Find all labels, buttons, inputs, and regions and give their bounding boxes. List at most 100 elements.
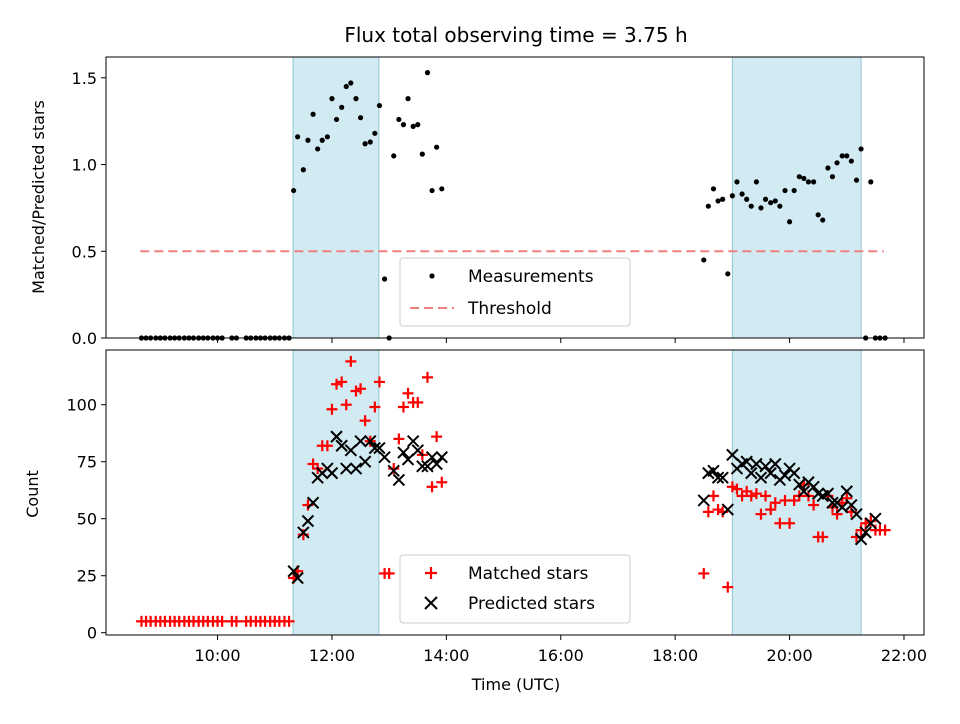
measurement-point: [333, 116, 340, 123]
matched-star-point: [421, 371, 433, 383]
top-y-tick-label: 0.0: [72, 329, 97, 348]
measurement-point: [405, 96, 411, 102]
measurement-point: [815, 212, 821, 218]
bottom-y-tick-label: 25: [77, 567, 97, 586]
legend-matched-marker: [425, 567, 437, 579]
measurement-point: [362, 141, 368, 147]
measurement-point: [329, 96, 335, 102]
matched-star-point: [698, 567, 710, 579]
predicted-star-point: [340, 462, 353, 475]
matched-star-point: [431, 431, 443, 443]
predicted-star-point: [392, 473, 406, 487]
measurement-point: [848, 158, 854, 164]
predicted-star-point: [769, 457, 782, 471]
matched-star-point: [817, 531, 829, 543]
measurement-point: [786, 219, 793, 225]
matched-star-point: [326, 403, 338, 415]
predicted-star-point: [740, 455, 753, 468]
predicted-star-point: [435, 450, 448, 464]
bottom-legend-box: [399, 554, 631, 624]
legend-threshold-label: Threshold: [467, 299, 552, 319]
measurement-point: [400, 122, 407, 128]
matched-star-point: [283, 615, 295, 627]
predicted-star-point: [411, 444, 424, 457]
predicted-star-point: [745, 466, 758, 480]
predicted-star-point: [835, 501, 849, 514]
predicted-star-point: [754, 471, 768, 484]
measurement-point: [376, 102, 383, 109]
x-tick-label: 14:00: [423, 646, 469, 665]
matched-star-point: [426, 481, 438, 493]
measurement-point: [300, 167, 306, 173]
measurement-point: [319, 137, 325, 143]
matched-star-point: [808, 499, 820, 511]
measurement-point: [339, 104, 345, 110]
bottom-y-tick-label: 0: [87, 624, 97, 643]
predicted-star-point: [750, 457, 763, 471]
x-tick-label: 20:00: [767, 646, 813, 665]
predicted-star-point: [425, 450, 439, 464]
matched-star-point: [860, 517, 872, 529]
measurement-point: [295, 134, 301, 140]
predicted-star-point: [797, 485, 811, 498]
measurement-point: [758, 205, 764, 211]
matched-star-point: [345, 355, 357, 367]
measurement-point: [858, 146, 864, 152]
predicted-star-point: [401, 453, 415, 466]
measurement-point: [410, 123, 416, 129]
predicted-star-point: [330, 430, 343, 443]
measurement-point: [434, 144, 440, 150]
bottom-shaded-intervals: [292, 349, 862, 636]
shaded-interval: [731, 56, 862, 339]
measurement-point: [324, 134, 330, 140]
matched-star-point: [397, 401, 409, 413]
matched-star-point: [784, 517, 796, 529]
measurement-point: [791, 187, 797, 194]
predicted-star-point: [845, 498, 858, 512]
x-tick-label: 10:00: [194, 646, 240, 665]
predicted-star-point: [358, 455, 372, 468]
matched-star-point: [383, 567, 395, 579]
predicted-star-point: [349, 462, 363, 475]
measurement-point: [772, 198, 778, 204]
x-tick-label: 12:00: [309, 646, 355, 665]
measurement-point: [839, 153, 845, 159]
top-axis-ticks: 0.0 0.5 1.0 1.5: [72, 69, 905, 348]
matched-star-point: [745, 490, 757, 502]
predicted-star-point: [287, 564, 300, 578]
predicted-star-point: [840, 485, 853, 498]
measurement-point: [367, 139, 373, 145]
top-y-tick-label: 0.5: [72, 242, 97, 261]
matched-star-point: [216, 615, 228, 627]
bottom-y-tick-label: 100: [66, 396, 97, 415]
chart-title: Flux total observing time = 3.75 h: [344, 23, 687, 47]
predicted-star-point: [378, 450, 391, 464]
bottom-axis-ticks: 10:00 12:00 14:00 16:00 18:00 20:00 22:00 0 25 50…: [66, 396, 927, 665]
measurement-point: [419, 151, 425, 157]
predicted-star-point: [297, 526, 310, 539]
matched-star-point: [702, 506, 714, 518]
matched-star-point: [755, 508, 767, 520]
measurement-point: [739, 191, 745, 197]
matched-star-point: [731, 483, 743, 495]
shaded-interval: [731, 349, 862, 636]
legend-measurements-marker: [429, 273, 435, 279]
legend-predicted-label: Predicted stars: [468, 594, 595, 614]
measurement-point: [801, 175, 807, 182]
predicted-star-point: [764, 466, 777, 480]
measurement-point: [734, 179, 740, 185]
measurement-point: [343, 83, 349, 90]
x-tick-label: 18:00: [652, 646, 698, 665]
x-tick-label: 22:00: [881, 646, 927, 665]
measurement-point: [744, 196, 750, 202]
predicted-star-point: [406, 434, 420, 448]
measurement-point: [396, 116, 402, 123]
measurement-point: [762, 196, 769, 202]
predicted-star-point: [859, 526, 872, 539]
predicted-star-point: [793, 478, 806, 491]
measurement-point: [782, 187, 788, 194]
measurement-point: [810, 179, 817, 185]
measurement-point: [834, 160, 840, 166]
predicted-star-point: [387, 464, 400, 478]
predicted-star-point: [759, 460, 772, 473]
